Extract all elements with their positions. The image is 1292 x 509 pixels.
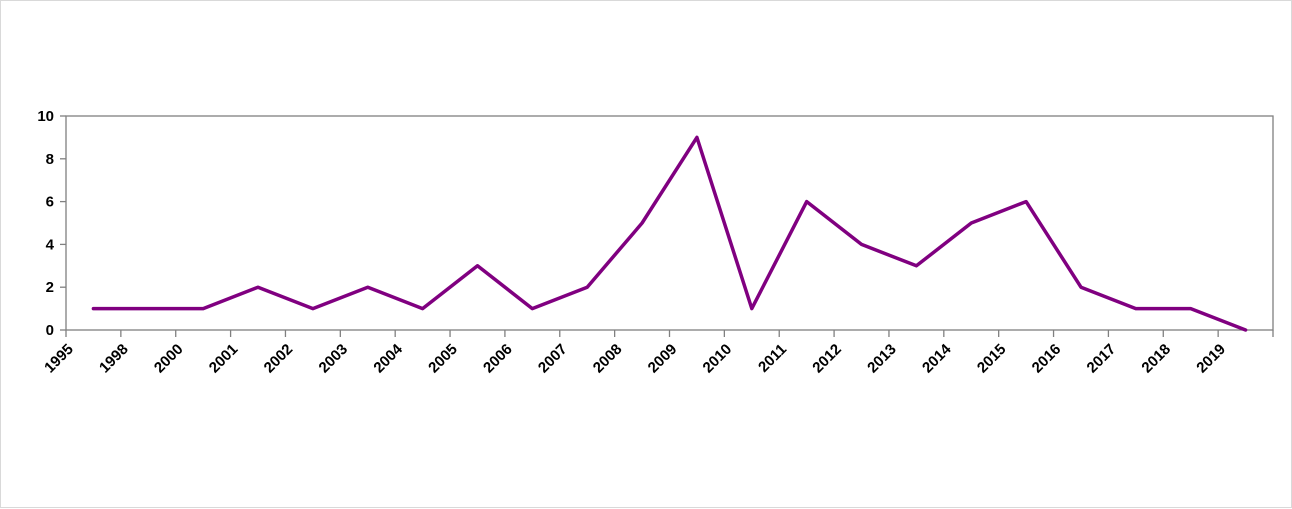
series-line bbox=[91, 135, 1248, 332]
x-tick-label: 2012 bbox=[809, 341, 845, 377]
x-tick-label: 2006 bbox=[480, 341, 516, 377]
x-tick-label: 1995 bbox=[41, 341, 77, 377]
x-tick-label: 2017 bbox=[1084, 341, 1120, 377]
x-tick-label: 2015 bbox=[974, 341, 1010, 377]
x-tick-label: 2009 bbox=[645, 341, 681, 377]
plot-area bbox=[65, 115, 1274, 331]
x-tick-label: 2018 bbox=[1138, 341, 1174, 377]
y-tick-label: 6 bbox=[46, 194, 54, 211]
x-tick-label: 2011 bbox=[755, 341, 790, 376]
x-tick-label: 2008 bbox=[590, 341, 626, 377]
x-tick-label: 2000 bbox=[151, 341, 187, 377]
x-tick-label: 2014 bbox=[919, 340, 955, 376]
x-tick-label: 2013 bbox=[864, 341, 900, 377]
y-tick-label: 10 bbox=[37, 108, 54, 125]
x-tick-label: 2001 bbox=[206, 341, 242, 377]
y-tick-label: 4 bbox=[46, 236, 55, 253]
y-tick-label: 8 bbox=[46, 151, 54, 168]
x-tick-label: 2019 bbox=[1193, 341, 1229, 377]
x-tick-label: 2007 bbox=[535, 341, 571, 377]
y-tick-label: 2 bbox=[46, 279, 54, 296]
y-tick-label: 0 bbox=[46, 322, 54, 339]
x-tick-label: 2016 bbox=[1029, 341, 1065, 377]
x-tick-label: 2003 bbox=[316, 341, 352, 377]
x-tick-label: 2004 bbox=[370, 340, 406, 376]
x-tick-label: 2002 bbox=[261, 341, 297, 377]
x-tick-label: 2005 bbox=[425, 341, 461, 377]
x-tick-label: 2010 bbox=[700, 341, 736, 377]
x-tick-label: 1998 bbox=[96, 341, 132, 377]
x-axis: 1995 1998 2000 2001 2002 2003 2004 2005 2006 2007… bbox=[41, 330, 1274, 377]
y-axis: 0 2 4 6 8 10 bbox=[37, 108, 66, 339]
